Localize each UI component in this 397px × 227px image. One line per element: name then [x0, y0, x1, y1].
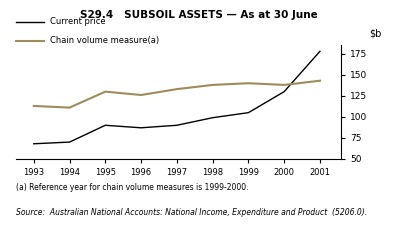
Text: Chain volume measure(a): Chain volume measure(a) — [50, 36, 159, 45]
Text: (a) Reference year for chain volume measures is 1999-2000.: (a) Reference year for chain volume meas… — [16, 183, 249, 192]
Text: Current price: Current price — [50, 17, 105, 26]
Text: S29.4   SUBSOIL ASSETS — As at 30 June: S29.4 SUBSOIL ASSETS — As at 30 June — [80, 10, 317, 20]
Text: Source:  Australian National Accounts: National Income, Expenditure and Product : Source: Australian National Accounts: Na… — [16, 208, 367, 217]
Text: $b: $b — [369, 29, 382, 39]
